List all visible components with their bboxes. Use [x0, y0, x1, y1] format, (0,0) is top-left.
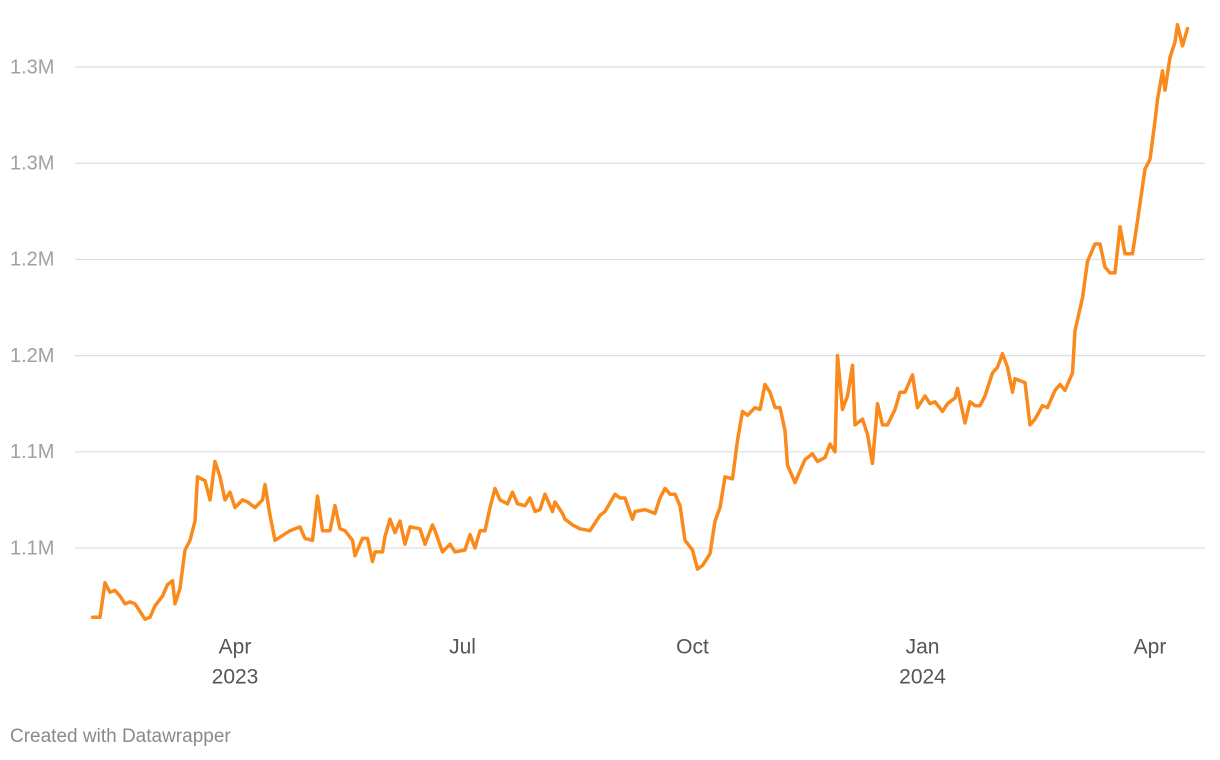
x-tick-label: Apr	[219, 636, 252, 659]
x-tick-label: Jul	[449, 636, 476, 659]
x-tick-label: Apr	[1134, 636, 1167, 659]
y-tick-label: 1.1M	[10, 441, 54, 463]
credit: Created with Datawrapper	[10, 726, 231, 747]
x-tick-year: 2023	[212, 666, 259, 689]
y-tick-label: 1.3M	[10, 153, 54, 175]
x-tick-year: 2024	[899, 666, 946, 689]
x-tick-label: Oct	[676, 636, 709, 659]
line	[90, 22, 1190, 621]
y-tick-label: 1.1M	[10, 537, 54, 559]
y-tick-label: 1.2M	[10, 345, 54, 367]
x-tick-label: Jan	[906, 636, 940, 659]
y-tick-label: 1.3M	[10, 56, 54, 78]
y-tick-label: 1.2M	[10, 249, 54, 271]
